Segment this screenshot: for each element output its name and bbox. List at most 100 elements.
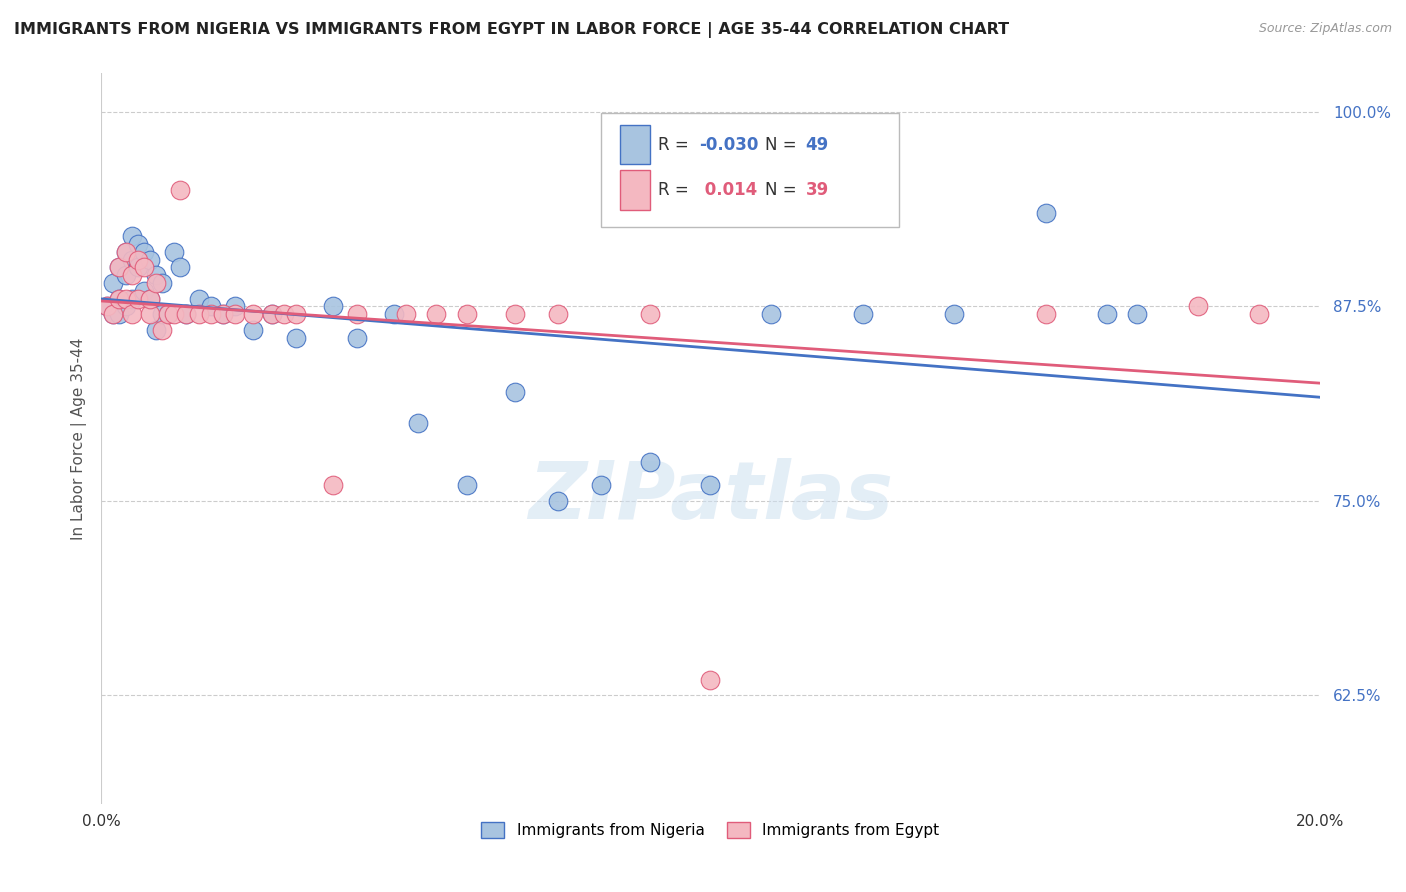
Text: 39: 39 xyxy=(806,181,828,199)
Point xyxy=(132,260,155,275)
Point xyxy=(108,260,131,275)
Point xyxy=(638,307,661,321)
Point xyxy=(285,307,308,321)
Point xyxy=(1187,299,1209,313)
Point xyxy=(547,494,569,508)
Point xyxy=(127,260,149,275)
Text: ZIPatlas: ZIPatlas xyxy=(529,458,893,536)
Text: IMMIGRANTS FROM NIGERIA VS IMMIGRANTS FROM EGYPT IN LABOR FORCE | AGE 35-44 CORR: IMMIGRANTS FROM NIGERIA VS IMMIGRANTS FR… xyxy=(14,22,1010,38)
Point xyxy=(260,307,283,321)
Point xyxy=(96,299,118,313)
Point xyxy=(212,307,235,321)
Point xyxy=(699,478,721,492)
Point xyxy=(1095,307,1118,321)
Point xyxy=(121,307,143,321)
Point xyxy=(200,299,222,313)
Point xyxy=(114,244,136,259)
Point xyxy=(103,307,125,321)
Point xyxy=(589,478,612,492)
Point xyxy=(200,307,222,321)
Point xyxy=(1126,307,1149,321)
Point xyxy=(108,292,131,306)
Text: R =: R = xyxy=(658,181,695,199)
Text: Source: ZipAtlas.com: Source: ZipAtlas.com xyxy=(1258,22,1392,36)
Y-axis label: In Labor Force | Age 35-44: In Labor Force | Age 35-44 xyxy=(72,337,87,540)
Point xyxy=(1247,307,1270,321)
Point xyxy=(139,307,162,321)
Point xyxy=(96,299,118,313)
FancyBboxPatch shape xyxy=(620,125,650,164)
Point xyxy=(505,307,527,321)
Point xyxy=(346,330,368,344)
Point xyxy=(169,183,191,197)
Point xyxy=(121,252,143,267)
Point xyxy=(406,416,429,430)
Point xyxy=(456,478,478,492)
Point xyxy=(145,323,167,337)
Point xyxy=(114,244,136,259)
Point xyxy=(224,307,246,321)
Point xyxy=(145,268,167,283)
Point xyxy=(132,244,155,259)
Point xyxy=(127,252,149,267)
Point xyxy=(150,276,173,290)
Point xyxy=(114,268,136,283)
Point xyxy=(139,292,162,306)
Point xyxy=(285,330,308,344)
Text: 49: 49 xyxy=(806,136,828,153)
Legend: Immigrants from Nigeria, Immigrants from Egypt: Immigrants from Nigeria, Immigrants from… xyxy=(475,816,946,844)
Point xyxy=(114,299,136,313)
Text: -0.030: -0.030 xyxy=(700,136,759,153)
Point xyxy=(145,276,167,290)
Point xyxy=(505,384,527,399)
Point xyxy=(176,307,198,321)
Point xyxy=(456,307,478,321)
Point xyxy=(382,307,405,321)
Point xyxy=(121,268,143,283)
Point xyxy=(346,307,368,321)
Point xyxy=(242,307,264,321)
Point xyxy=(103,307,125,321)
Point xyxy=(943,307,966,321)
Point xyxy=(157,307,180,321)
Point xyxy=(242,323,264,337)
Point xyxy=(547,307,569,321)
Point xyxy=(121,292,143,306)
Point xyxy=(132,284,155,298)
Point xyxy=(187,307,209,321)
Point xyxy=(127,292,149,306)
Point xyxy=(260,307,283,321)
Text: 0.014: 0.014 xyxy=(700,181,758,199)
FancyBboxPatch shape xyxy=(600,113,900,227)
Text: R =: R = xyxy=(658,136,695,153)
Point xyxy=(150,323,173,337)
Point xyxy=(425,307,447,321)
Point xyxy=(395,307,418,321)
Point xyxy=(103,276,125,290)
Point xyxy=(761,307,783,321)
Text: N =: N = xyxy=(765,181,803,199)
Point xyxy=(224,299,246,313)
Point xyxy=(322,478,344,492)
Point xyxy=(150,307,173,321)
FancyBboxPatch shape xyxy=(620,170,650,210)
Point xyxy=(273,307,295,321)
Point xyxy=(212,307,235,321)
Point xyxy=(176,307,198,321)
Point xyxy=(322,299,344,313)
Point xyxy=(121,229,143,244)
Point xyxy=(108,307,131,321)
Point xyxy=(114,292,136,306)
Point xyxy=(187,292,209,306)
Point xyxy=(163,244,186,259)
Point xyxy=(638,455,661,469)
Point xyxy=(139,292,162,306)
Point xyxy=(108,260,131,275)
Point xyxy=(699,673,721,687)
Point xyxy=(108,292,131,306)
Point xyxy=(852,307,875,321)
Point xyxy=(169,260,191,275)
Point xyxy=(127,237,149,252)
Point xyxy=(139,252,162,267)
Point xyxy=(1035,206,1057,220)
